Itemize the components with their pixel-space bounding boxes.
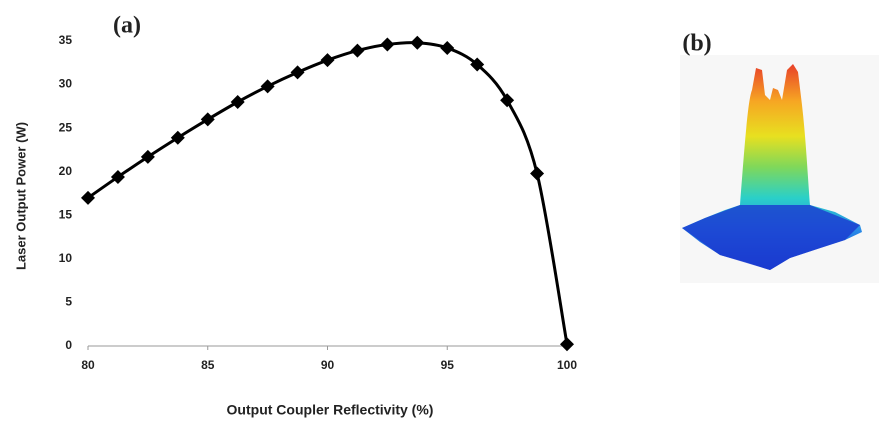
- marker: [560, 337, 574, 351]
- y-tick-label: 15: [59, 207, 73, 221]
- x-tick-label: 100: [557, 358, 577, 372]
- y-tick-label: 35: [59, 33, 73, 47]
- marker: [530, 166, 544, 180]
- y-tick-label: 5: [65, 295, 72, 309]
- y-tick-label: 10: [59, 251, 73, 265]
- y-tick-label: 25: [59, 120, 73, 134]
- marker: [291, 65, 305, 79]
- x-tick-label: 80: [81, 358, 95, 372]
- x-tick-label: 85: [201, 358, 215, 372]
- beam-image: [680, 55, 879, 283]
- marker: [500, 93, 514, 107]
- panel-label: (b): [682, 31, 711, 57]
- marker: [440, 41, 454, 55]
- marker: [350, 44, 364, 58]
- series-line: [88, 43, 567, 345]
- y-tick-label: 20: [59, 164, 73, 178]
- marker: [380, 37, 394, 51]
- y-tick-label: 0: [65, 338, 72, 352]
- marker: [261, 79, 275, 93]
- x-tick-label: 90: [321, 358, 335, 372]
- marker: [201, 112, 215, 126]
- marker: [321, 53, 335, 67]
- marker: [231, 95, 245, 109]
- marker: [171, 131, 185, 145]
- x-axis-title: Output Coupler Reflectivity (%): [227, 402, 434, 418]
- x-tick-label: 95: [441, 358, 455, 372]
- figure: (a) Output Coupler Reflectivity (%) Lase…: [0, 0, 879, 423]
- y-axis-title: Laser Output Power (W): [13, 122, 28, 270]
- y-tick-label: 30: [59, 77, 73, 91]
- marker: [410, 36, 424, 50]
- panel-label: (a): [113, 13, 141, 39]
